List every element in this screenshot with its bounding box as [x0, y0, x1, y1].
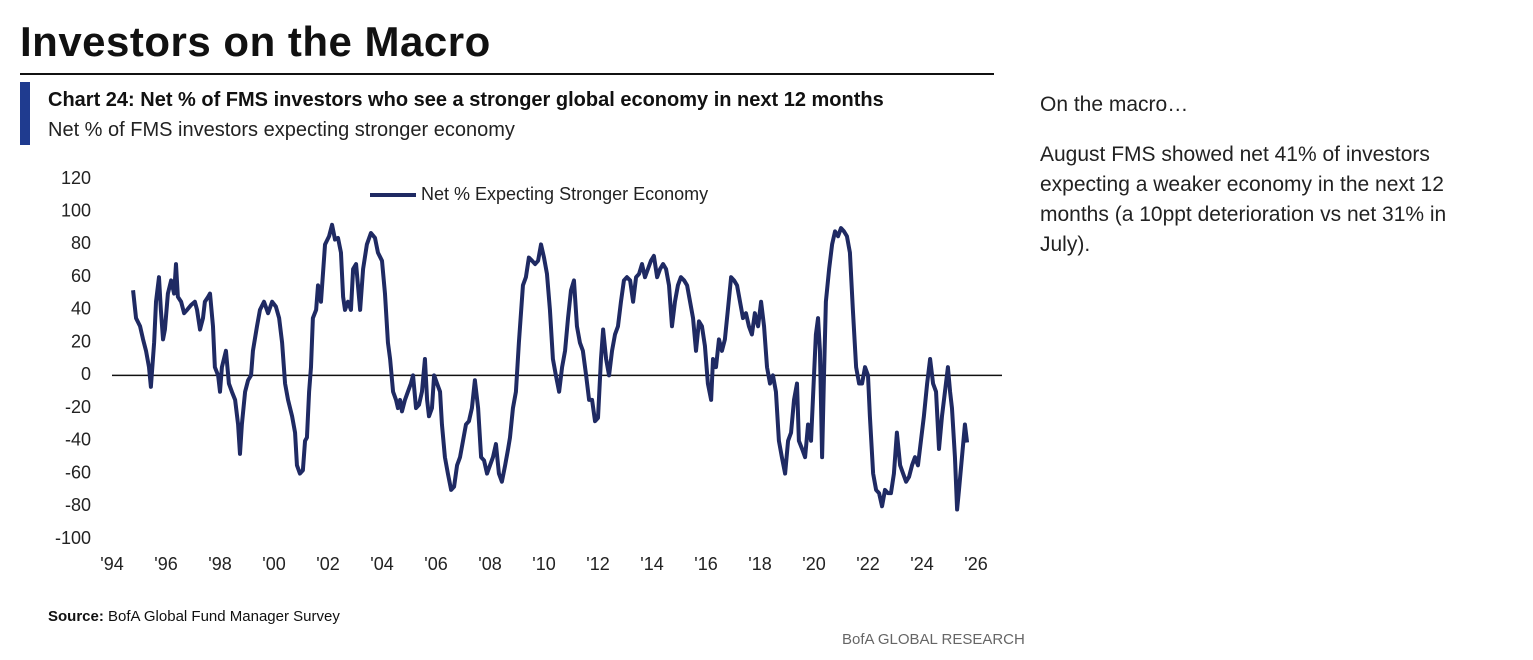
x-tick-label: '00	[262, 554, 285, 574]
side-line: July).	[1040, 233, 1091, 256]
x-tick-label: '12	[586, 554, 609, 574]
accent-bar	[20, 82, 30, 145]
y-tick-label: 120	[61, 168, 91, 188]
x-tick-label: '22	[856, 554, 879, 574]
x-tick-label: '10	[532, 554, 555, 574]
x-tick-label: '20	[802, 554, 825, 574]
x-tick-label: '98	[208, 554, 231, 574]
y-tick-label: 0	[81, 364, 91, 384]
x-tick-label: '24	[910, 554, 933, 574]
y-tick-label: -60	[65, 462, 91, 482]
x-tick-label: '18	[748, 554, 771, 574]
side-line: August FMS showed net 41% of investors	[1040, 143, 1430, 166]
y-tick-label: 80	[71, 233, 91, 253]
brand: BofA GLOBAL RESEARCH	[842, 631, 1025, 648]
y-tick-label: 100	[61, 200, 91, 220]
x-tick-label: '96	[154, 554, 177, 574]
chart-subtitle: Net % of FMS investors expecting stronge…	[48, 119, 515, 141]
x-tick-label: '06	[424, 554, 447, 574]
y-tick-label: -40	[65, 430, 91, 450]
y-tick-label: 60	[71, 266, 91, 286]
y-tick-label: -100	[55, 528, 91, 548]
source: Source: BofA Global Fund Manager Survey	[48, 608, 340, 625]
title-rule	[20, 73, 994, 75]
y-tick-label: -80	[65, 495, 91, 515]
page-title: Investors on the Macro	[20, 18, 491, 65]
source-text: BofA Global Fund Manager Survey	[108, 608, 340, 625]
chart: -100 -80 -60 -40 -20 0 20 40 60 80 100 120 '94 '96 '98…	[55, 168, 1002, 574]
x-tick-label: '02	[316, 554, 339, 574]
x-tick-label: '94	[100, 554, 123, 574]
source-label: Source:	[48, 608, 104, 625]
y-tick-label: 40	[71, 299, 91, 319]
x-tick-label: '04	[370, 554, 393, 574]
side-line: expecting a weaker economy in the next 1…	[1040, 173, 1444, 196]
x-tick-label: '08	[478, 554, 501, 574]
side-paragraph: August FMS showed net 41% of investors ex…	[1040, 140, 1446, 260]
legend-label: Net % Expecting Stronger Economy	[421, 184, 708, 204]
side-line: months (a 10ppt deterioration vs net 31%…	[1040, 203, 1447, 226]
x-tick-label: '26	[964, 554, 987, 574]
y-tick-label: 20	[71, 331, 91, 351]
x-tick-label: '16	[694, 554, 717, 574]
series-line	[131, 222, 970, 512]
x-tick-label: '14	[640, 554, 663, 574]
side-intro: On the macro…	[1040, 93, 1189, 116]
chart-title: Chart 24: Net % of FMS investors who see…	[48, 89, 884, 111]
y-tick-label: -20	[65, 397, 91, 417]
side-text: On the macro… August FMS showed net 41% …	[1040, 90, 1446, 260]
